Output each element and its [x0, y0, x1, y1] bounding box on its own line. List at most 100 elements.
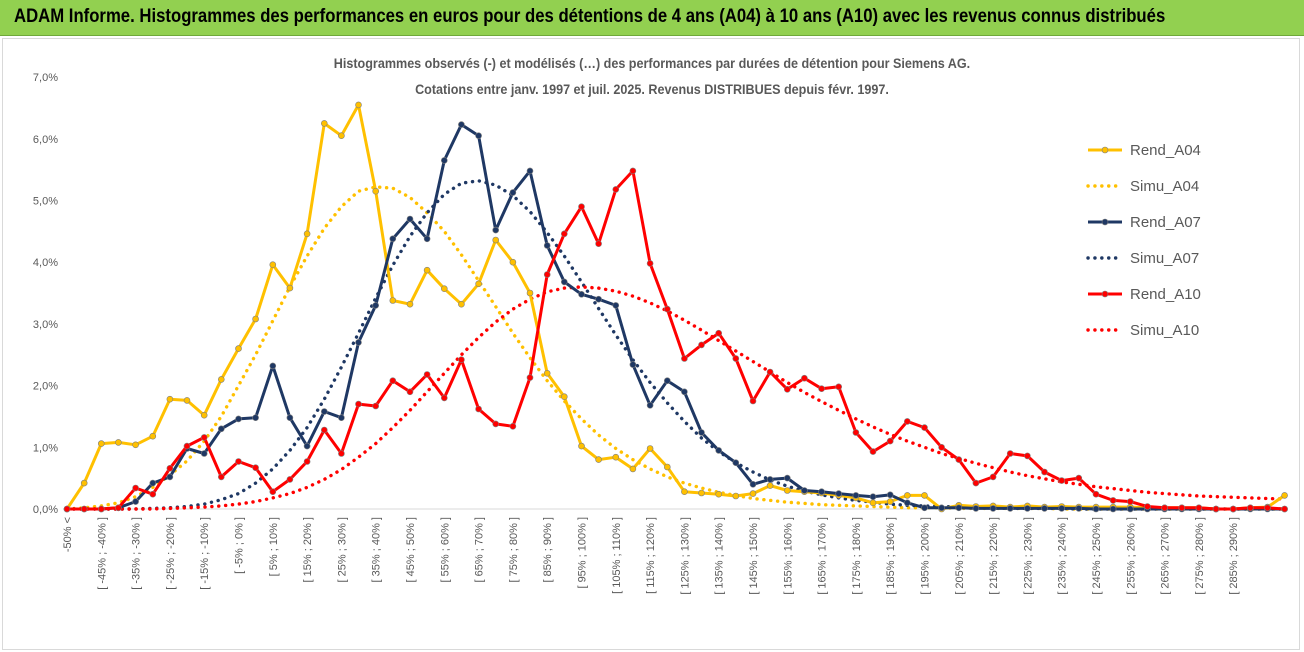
point-rend-a07 [492, 226, 500, 234]
point-rend-a04 [595, 456, 602, 463]
point-rend-a10 [183, 442, 191, 450]
point-rend-a10 [732, 355, 740, 362]
x-tick-label: [ 255% ; 260% ] [1125, 517, 1137, 595]
point-rend-a10 [200, 434, 208, 441]
point-rend-a04 [252, 315, 259, 323]
point-rend-a10 [1092, 490, 1100, 498]
point-rend-a10 [903, 418, 911, 425]
x-tick-label: [ 45% ; 50% ] [405, 517, 417, 582]
legend-label-simu-a07: Simu_A07 [1130, 250, 1199, 267]
point-rend-a07 [235, 415, 242, 423]
point-rend-a10 [646, 260, 654, 267]
point-rend-a10 [1229, 505, 1237, 513]
x-tick-label: [ 245% ; 250% ] [1091, 517, 1103, 595]
x-tick-label: [ 235% ; 240% ] [1057, 517, 1069, 595]
point-rend-a04 [338, 132, 345, 139]
point-rend-a07 [543, 242, 551, 249]
point-rend-a10 [1212, 505, 1220, 513]
x-tick-label: [ -35% ; -30% ] [131, 517, 143, 590]
point-rend-a10 [972, 479, 980, 487]
point-rend-a04 [560, 393, 568, 401]
point-rend-a10 [663, 305, 671, 313]
legend-marker-rend-a04 [1101, 146, 1109, 154]
legend-label-simu-a10: Simu_A10 [1130, 322, 1199, 339]
point-rend-a04 [389, 297, 397, 304]
point-rend-a07 [509, 189, 517, 196]
point-rend-a10 [286, 476, 294, 483]
point-rend-a10 [132, 484, 139, 492]
legend-label-simu-a04: Simu_A04 [1130, 178, 1199, 195]
point-rend-a04 [475, 280, 482, 288]
point-rend-a04 [115, 439, 122, 446]
point-rend-a10 [560, 230, 568, 238]
x-tick-label: [ 175% ; 180% ] [851, 517, 863, 595]
series-line-rend-a10 [67, 169, 1285, 511]
point-rend-a04 [423, 266, 431, 274]
point-rend-a07 [612, 302, 620, 309]
legend-label-rend-a10: Rend_A10 [1130, 286, 1201, 303]
y-tick-label: 6,0% [33, 134, 58, 146]
point-rend-a07 [783, 474, 791, 482]
point-rend-a04 [149, 432, 157, 440]
point-rend-a04 [715, 490, 723, 498]
point-rend-a07 [698, 429, 705, 436]
point-rend-a07 [715, 447, 723, 454]
point-rend-a10 [320, 426, 328, 434]
point-rend-a10 [681, 355, 688, 362]
point-rend-a07 [389, 235, 397, 243]
point-rend-a04 [612, 453, 620, 461]
report-title: ADAM Informe. Histogrammes des performan… [14, 6, 1166, 27]
point-rend-a04 [698, 489, 705, 497]
x-tick-label: [ 55% ; 60% ] [439, 517, 451, 582]
point-rend-a07 [406, 215, 414, 223]
point-rend-a04 [492, 236, 500, 244]
series-line-simu-a07 [65, 179, 1287, 511]
point-rend-a10 [1247, 504, 1254, 512]
point-rend-a04 [183, 397, 191, 404]
point-rend-a10 [1281, 505, 1288, 513]
point-rend-a10 [1178, 504, 1186, 512]
point-rend-a07 [372, 302, 380, 309]
point-rend-a07 [458, 121, 465, 128]
point-rend-a07 [560, 278, 568, 286]
point-rend-a10 [440, 394, 448, 402]
point-rend-a10 [1075, 474, 1083, 482]
point-rend-a04 [783, 487, 791, 494]
point-rend-a07 [132, 498, 139, 505]
point-rend-a04 [629, 465, 637, 473]
x-tick-label: [ -15% ; -10% ] [199, 517, 211, 590]
point-rend-a04 [766, 482, 774, 489]
legend: Rend_A04 Simu_A04 Rend_A07 Simu_A07 Rend_A10… [1086, 142, 1201, 339]
point-rend-a07 [286, 414, 294, 422]
point-rend-a07 [303, 442, 311, 450]
point-rend-a04 [166, 395, 174, 403]
chart-frame [2, 38, 1300, 650]
point-rend-a07 [629, 361, 637, 368]
point-rend-a10 [595, 240, 602, 247]
point-rend-a04 [132, 441, 139, 449]
point-rend-a10 [886, 437, 894, 445]
point-rend-a10 [698, 341, 705, 349]
series-line-simu-a10 [65, 285, 1287, 511]
point-rend-a10 [526, 374, 534, 381]
point-rend-a10 [835, 383, 843, 391]
point-rend-a10 [235, 458, 242, 465]
point-rend-a07 [440, 157, 448, 164]
point-rend-a07 [526, 167, 534, 175]
x-tick-label: [ 25% ; 30% ] [336, 517, 348, 582]
point-rend-a04 [200, 411, 208, 419]
x-tick-label: [ 155% ; 160% ] [782, 517, 794, 595]
point-rend-a07 [149, 479, 157, 487]
point-rend-a07 [166, 473, 174, 481]
point-rend-a07 [423, 235, 431, 243]
point-rend-a07 [1109, 505, 1117, 513]
point-rend-a04 [218, 376, 225, 383]
x-tick-label: [ 265% ; 270% ] [1160, 517, 1172, 595]
point-rend-a10 [80, 505, 88, 513]
point-rend-a07 [1075, 505, 1083, 512]
point-rend-a10 [1195, 504, 1203, 512]
x-tick-label: [ 165% ; 170% ] [817, 517, 829, 595]
point-rend-a10 [578, 203, 585, 210]
point-rend-a07 [818, 488, 825, 496]
point-rend-a10 [406, 388, 414, 396]
